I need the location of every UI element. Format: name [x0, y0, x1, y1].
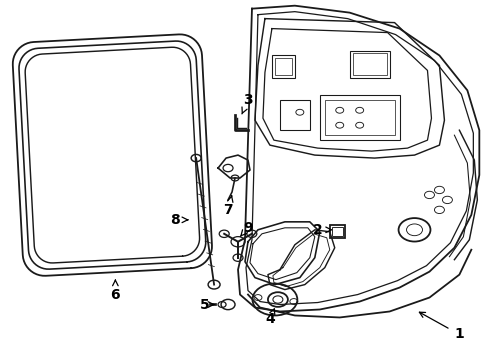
Text: 1: 1: [419, 312, 463, 341]
Text: 2: 2: [312, 223, 331, 237]
Text: 9: 9: [240, 221, 252, 237]
Text: 5: 5: [200, 297, 213, 311]
Circle shape: [221, 300, 235, 310]
Text: 8: 8: [170, 213, 187, 227]
Text: 6: 6: [110, 280, 120, 302]
Text: 3: 3: [242, 93, 252, 114]
Text: 4: 4: [264, 309, 274, 327]
Text: 7: 7: [223, 196, 232, 217]
